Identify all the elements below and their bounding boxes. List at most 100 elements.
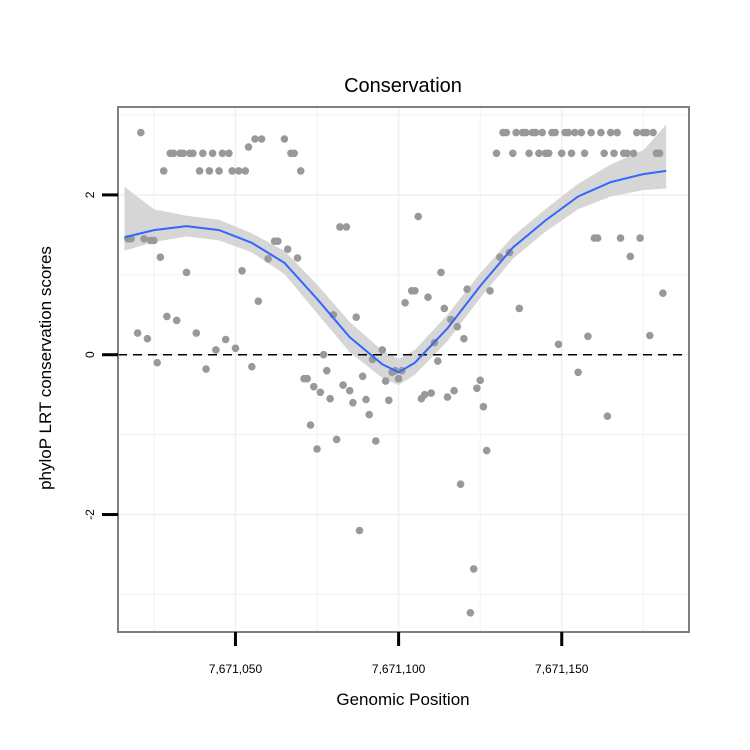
x-axis: 7,671,050 7,671,100 7,671,150 <box>209 632 589 676</box>
data-point <box>179 149 188 158</box>
data-point <box>486 287 494 295</box>
data-point <box>597 128 605 137</box>
data-point <box>479 402 488 411</box>
data-point <box>264 254 272 263</box>
data-point <box>584 332 592 341</box>
data-point <box>450 386 458 395</box>
data-point <box>234 167 243 175</box>
data-point <box>248 362 256 371</box>
data-point <box>221 335 230 344</box>
data-point <box>274 237 282 245</box>
data-point <box>310 382 318 391</box>
data-point <box>293 254 302 262</box>
data-point <box>319 350 328 359</box>
data-point <box>463 285 471 294</box>
data-point <box>159 167 168 175</box>
data-point <box>453 322 462 331</box>
data-point <box>381 377 390 385</box>
data-point <box>574 368 582 377</box>
data-point <box>649 128 657 137</box>
data-point <box>372 437 380 445</box>
data-point <box>349 398 357 407</box>
x-tick-label: 7,671,100 <box>372 662 426 676</box>
data-point <box>228 167 236 175</box>
data-point <box>257 135 266 143</box>
data-point <box>306 421 315 429</box>
data-point <box>411 287 419 295</box>
data-point <box>577 128 586 137</box>
data-point <box>424 293 432 302</box>
data-point <box>473 384 481 393</box>
data-point <box>241 167 250 175</box>
data-point <box>456 480 465 489</box>
data-point <box>401 299 409 307</box>
data-point <box>502 128 511 137</box>
data-point <box>133 329 142 337</box>
data-point <box>466 609 475 617</box>
data-point <box>326 394 334 403</box>
data-point <box>355 526 364 535</box>
data-point <box>525 149 533 158</box>
data-point <box>172 316 181 325</box>
data-point <box>336 223 344 231</box>
data-point <box>296 167 305 175</box>
data-point <box>642 128 651 137</box>
data-point <box>443 393 452 401</box>
data-point <box>150 236 158 245</box>
data-point <box>208 149 217 158</box>
data-point <box>332 435 341 444</box>
data-point <box>352 313 361 322</box>
data-point <box>153 358 161 367</box>
data-point <box>414 212 423 221</box>
data-point <box>496 253 504 261</box>
data-point <box>544 149 553 158</box>
y-axis-title: phyloP LRT conservation scores <box>36 246 55 490</box>
data-point <box>482 446 491 455</box>
smooth-trend-line <box>124 169 667 374</box>
data-point <box>606 128 615 137</box>
x-tick-label: 7,671,050 <box>209 662 263 676</box>
y-axis: -2 0 2 <box>83 191 118 520</box>
data-point <box>169 149 178 158</box>
data-point <box>522 128 530 137</box>
data-point <box>460 334 468 343</box>
data-point <box>440 304 449 313</box>
data-point <box>571 128 579 137</box>
data-point <box>238 267 246 275</box>
data-point <box>535 149 543 158</box>
data-point <box>215 167 223 175</box>
data-point <box>143 334 152 343</box>
data-point <box>437 268 445 277</box>
data-point <box>313 445 321 453</box>
data-point <box>362 395 370 404</box>
data-point <box>613 128 621 137</box>
data-point <box>283 245 292 253</box>
data-point <box>587 128 595 137</box>
data-point <box>358 372 367 381</box>
data-points <box>124 128 667 617</box>
data-point <box>202 365 210 373</box>
data-point <box>365 410 374 419</box>
data-point <box>659 289 667 298</box>
data-point <box>290 149 299 158</box>
data-point <box>616 234 625 242</box>
data-point <box>339 381 347 389</box>
data-point <box>554 340 563 349</box>
data-point <box>137 128 145 137</box>
data-point <box>633 128 641 137</box>
y-tick-label: -2 <box>83 509 97 520</box>
data-point <box>156 253 165 261</box>
data-point <box>163 312 171 321</box>
chart-title: Conservation <box>344 75 462 97</box>
data-point <box>515 304 524 313</box>
data-point <box>251 135 259 143</box>
y-tick-label: 0 <box>83 351 97 358</box>
data-point <box>603 412 612 421</box>
data-point <box>564 128 573 137</box>
data-point <box>212 346 220 354</box>
data-point <box>231 344 240 353</box>
data-point <box>182 268 191 277</box>
data-point <box>303 374 312 383</box>
data-point <box>434 357 442 365</box>
